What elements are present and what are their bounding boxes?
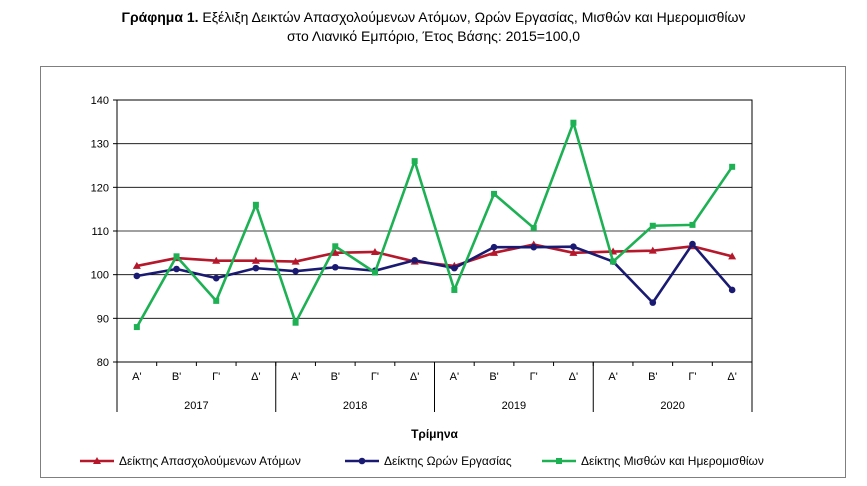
- data-point-triangle: [728, 252, 737, 260]
- data-point-circle: [252, 264, 260, 272]
- data-point-triangle: [370, 247, 379, 255]
- y-tick-label: 120: [91, 182, 109, 194]
- data-point-circle: [358, 457, 366, 465]
- data-point-triangle: [569, 248, 578, 256]
- x-axis-title: Τρίμηνα: [411, 427, 458, 441]
- data-point-triangle: [212, 256, 221, 264]
- data-point-triangle: [648, 246, 657, 254]
- data-point-square: [649, 222, 656, 229]
- x-tick-label: Δ': [410, 371, 419, 383]
- x-tick-label: Γ': [688, 371, 696, 383]
- data-point-square: [411, 158, 418, 165]
- chart-title-line1: Εξέλιξη Δεικτών Απασχολούμενων Ατόμων, Ω…: [202, 9, 746, 25]
- data-point-square: [173, 253, 180, 260]
- legend-label: Δείκτης Μισθών και Ημερομισθίων: [581, 454, 764, 468]
- data-point-triangle: [251, 256, 260, 264]
- legend-label: Δείκτης Ωρών Εργασίας: [384, 454, 512, 468]
- data-point-circle: [451, 264, 458, 272]
- data-point-circle: [173, 265, 180, 273]
- data-point-triangle: [132, 261, 141, 269]
- data-point-triangle: [291, 257, 300, 265]
- x-tick-label: Δ': [251, 371, 260, 383]
- data-point-circle: [649, 299, 657, 306]
- x-tick-label: Α': [608, 371, 617, 383]
- data-point-square: [610, 258, 617, 265]
- chart-title: Γράφημα 1. Εξέλιξη Δεικτών Απασχολούμενω…: [0, 8, 867, 46]
- data-point-triangle: [331, 248, 340, 256]
- x-group-label: 2017: [184, 400, 208, 412]
- data-point-square: [729, 163, 736, 170]
- data-point-square: [491, 190, 498, 197]
- series-line: [135, 121, 734, 328]
- data-point-circle: [570, 243, 577, 251]
- y-tick-label: 100: [91, 270, 109, 282]
- chart-title-line2: στο Λιανικό Εμπόριο, Έτος Βάσης: 2015=10…: [286, 28, 580, 44]
- data-point-triangle: [93, 457, 101, 464]
- data-point-square: [530, 224, 537, 231]
- data-point-square: [556, 458, 562, 464]
- y-tick-label: 140: [91, 95, 109, 107]
- series-line: [136, 243, 733, 268]
- x-group-label: 2019: [502, 400, 526, 412]
- data-point-circle: [212, 274, 220, 282]
- data-point-circle: [490, 243, 498, 251]
- x-tick-label: Β': [648, 371, 657, 383]
- data-point-square: [292, 319, 299, 326]
- y-tick-label: 130: [91, 139, 109, 151]
- x-tick-label: Β': [489, 371, 498, 383]
- data-point-square: [451, 286, 458, 293]
- y-tick-label: 80: [97, 357, 109, 369]
- x-group-label: 2018: [343, 400, 367, 412]
- x-tick-label: Γ': [212, 371, 220, 383]
- y-tick-label: 90: [97, 313, 109, 325]
- data-point-square: [133, 324, 140, 331]
- data-point-circle: [331, 263, 339, 271]
- x-tick-label: Α': [450, 371, 459, 383]
- series-line: [136, 242, 734, 304]
- x-tick-label: Α': [291, 371, 300, 383]
- data-point-square: [332, 243, 339, 250]
- x-tick-label: Γ': [530, 371, 538, 383]
- legend-label: Δείκτης Απασχολούμενων Ατόμων: [119, 454, 301, 468]
- data-point-square: [371, 269, 378, 276]
- data-point-circle: [411, 256, 418, 264]
- data-point-triangle: [490, 248, 499, 256]
- data-point-circle: [728, 286, 736, 294]
- data-point-circle: [530, 243, 538, 251]
- x-tick-label: Γ': [371, 371, 379, 383]
- data-point-circle: [689, 240, 696, 248]
- data-point-square: [252, 201, 259, 208]
- chart-title-label: Γράφημα 1.: [121, 9, 199, 25]
- x-tick-label: Β': [331, 371, 340, 383]
- x-group-label: 2020: [660, 400, 684, 412]
- y-tick-label: 110: [91, 226, 109, 238]
- x-tick-label: Α': [132, 371, 141, 383]
- data-point-circle: [133, 272, 141, 280]
- data-point-circle: [292, 267, 299, 275]
- x-tick-label: Δ': [569, 371, 578, 383]
- x-tick-label: Δ': [727, 371, 736, 383]
- x-tick-label: Β': [172, 371, 181, 383]
- data-point-square: [689, 221, 696, 228]
- data-point-square: [570, 119, 577, 126]
- data-point-square: [213, 297, 220, 304]
- chart-frame: [40, 66, 846, 478]
